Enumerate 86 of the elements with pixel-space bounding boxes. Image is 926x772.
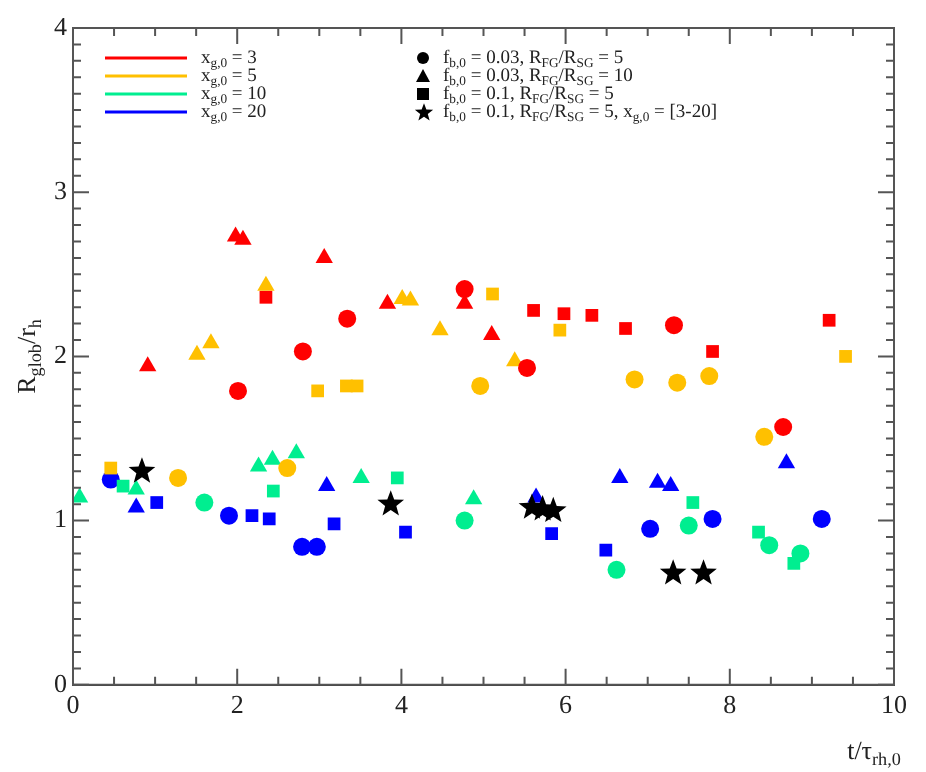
y-tick-label: 1	[54, 503, 67, 534]
point	[262, 512, 276, 526]
point	[607, 560, 626, 579]
point	[188, 344, 206, 360]
point	[760, 536, 779, 555]
point	[399, 525, 412, 539]
point	[483, 325, 501, 341]
point	[686, 496, 700, 509]
point	[706, 345, 719, 358]
point	[377, 490, 405, 516]
point	[455, 511, 474, 530]
point	[668, 373, 687, 392]
point	[703, 509, 722, 528]
point	[812, 509, 831, 528]
point	[318, 476, 336, 492]
point	[127, 479, 145, 495]
point	[839, 350, 852, 363]
point	[202, 333, 220, 349]
point	[219, 506, 238, 525]
point	[755, 427, 774, 446]
point	[234, 229, 252, 245]
point	[249, 456, 268, 472]
point	[315, 247, 333, 263]
x-tick-label: 10	[881, 689, 907, 720]
y-tick-label: 3	[54, 175, 67, 206]
point	[619, 322, 632, 335]
point	[464, 489, 483, 505]
point	[307, 537, 326, 556]
point	[195, 493, 214, 512]
point	[278, 459, 297, 478]
point	[518, 358, 537, 377]
point	[73, 487, 89, 503]
point	[777, 453, 796, 469]
x-tick-label: 8	[723, 689, 737, 720]
x-tick-label: 6	[559, 689, 574, 720]
point	[390, 471, 404, 485]
point	[553, 323, 567, 337]
point	[664, 316, 683, 335]
point	[311, 384, 325, 398]
y-tick-label: 0	[54, 667, 67, 698]
point	[648, 472, 667, 488]
point	[690, 559, 717, 585]
point	[128, 457, 156, 483]
point	[641, 519, 660, 538]
point	[455, 280, 474, 299]
point	[662, 476, 680, 492]
point	[431, 320, 449, 336]
point	[611, 467, 629, 483]
point	[169, 468, 188, 487]
point	[229, 381, 248, 400]
point	[293, 342, 312, 361]
point	[127, 497, 145, 513]
point	[471, 376, 490, 395]
point	[257, 275, 275, 291]
y-axis-title: Rglob/rh	[10, 318, 45, 394]
point	[139, 356, 157, 372]
point	[104, 461, 118, 475]
point	[625, 370, 644, 389]
point	[401, 290, 420, 306]
point	[259, 290, 273, 304]
y-tick-label: 4	[54, 10, 68, 41]
point	[527, 304, 540, 317]
point	[557, 307, 571, 321]
point	[545, 527, 559, 541]
point	[245, 509, 259, 523]
point	[700, 367, 719, 386]
point	[378, 293, 397, 309]
point	[293, 537, 312, 556]
point	[822, 313, 836, 327]
point	[791, 544, 810, 563]
point	[266, 484, 280, 498]
point	[659, 559, 687, 585]
x-tick-label: 2	[230, 689, 244, 720]
point	[263, 449, 282, 465]
point	[599, 543, 613, 557]
point	[150, 496, 164, 509]
point	[352, 467, 370, 483]
point	[585, 308, 599, 322]
point	[774, 418, 793, 437]
point	[486, 287, 499, 301]
point	[679, 516, 698, 535]
point	[752, 525, 765, 539]
point	[287, 443, 305, 459]
x-tick-label: 4	[394, 689, 409, 720]
y-tick-label: 2	[54, 339, 67, 370]
point	[338, 309, 357, 328]
